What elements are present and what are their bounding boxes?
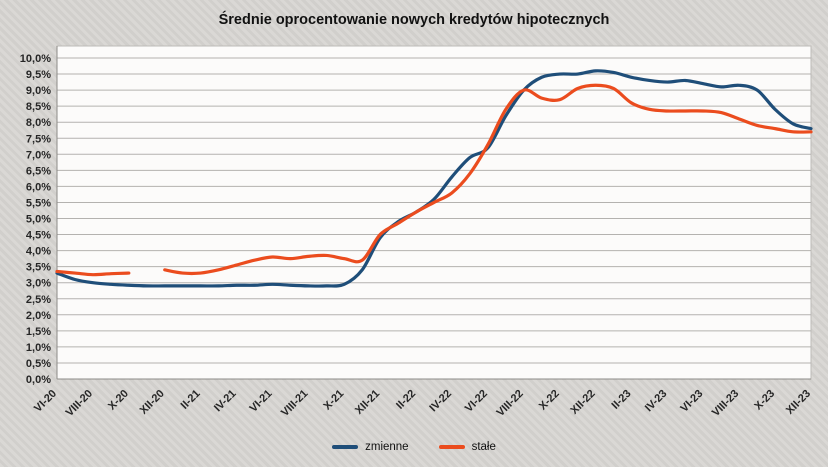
y-tick-label: 4,5% [26, 230, 51, 242]
y-tick-label: 3,0% [26, 278, 51, 290]
x-tick-label: XII-20 [138, 388, 167, 417]
y-tick-label: 6,5% [26, 165, 51, 177]
y-tick-label: 6,0% [26, 181, 51, 193]
y-tick-label: 0,5% [26, 358, 51, 370]
x-tick-label: IV-23 [643, 388, 670, 415]
x-tick-label: XII-21 [353, 388, 382, 417]
x-tick-label: VIII-20 [64, 388, 95, 419]
y-tick-label: 0,0% [26, 374, 51, 386]
x-tick-label: II-22 [394, 388, 418, 412]
legend-item-stale: stałe [438, 441, 496, 453]
y-tick-label: 8,5% [26, 101, 51, 113]
x-tick-label: X-22 [537, 388, 562, 413]
y-tick-label: 10,0% [20, 53, 51, 65]
y-tick-label: 9,0% [26, 85, 51, 97]
y-tick-label: 5,0% [26, 214, 51, 226]
y-tick-label: 3,5% [26, 262, 51, 274]
y-tick-label: 9,5% [26, 69, 51, 81]
y-tick-label: 8,0% [26, 117, 51, 129]
x-tick-label: X-23 [752, 388, 777, 413]
y-tick-label: 7,0% [26, 149, 51, 161]
legend-label-zmienne: zmienne [365, 441, 409, 453]
x-tick-label: VI-20 [32, 388, 59, 415]
y-tick-label: 2,0% [26, 310, 51, 322]
x-tick-label: XII-22 [568, 388, 597, 417]
y-tick-label: 5,5% [26, 197, 51, 209]
line-chart: 0,0% 0,5% 1,0% 1,5% 2,0% 2,5% 3,0% 3,5% 4,0% 4,5%… [0, 34, 828, 439]
series-line-zmienne [55, 69, 813, 288]
x-tick-label: VIII-22 [494, 388, 525, 419]
y-tick-label: 7,5% [26, 133, 51, 145]
y-tick-label: 1,5% [26, 326, 51, 338]
x-tick-label: VIII-23 [710, 388, 741, 419]
x-tick-label: X-21 [321, 388, 346, 413]
x-tick-label: II-21 [179, 388, 203, 412]
series-line-stałe [55, 269, 131, 277]
legend-item-zmienne: zmienne [332, 441, 409, 453]
y-tick-label: 4,0% [26, 246, 51, 258]
plot-area [56, 45, 812, 380]
x-tick-label: VI-23 [678, 388, 705, 415]
legend-label-stale: stałe [471, 441, 496, 453]
x-tick-label: VI-22 [463, 388, 490, 415]
chart-svg: 0,0% 0,5% 1,0% 1,5% 2,0% 2,5% 3,0% 3,5% 4,0% 4,5%… [20, 45, 813, 419]
chart-title: Średnie oprocentowanie nowych kredytów h… [218, 12, 610, 28]
chart-legend: zmienne stałe [0, 441, 828, 453]
x-tick-label: X-20 [106, 388, 131, 413]
x-tick-label: IV-22 [427, 388, 454, 415]
y-tick-label: 2,5% [26, 294, 51, 306]
y-tick-label: 1,0% [26, 342, 51, 354]
x-tick-label: II-23 [610, 388, 634, 412]
x-tick-label: VI-21 [247, 388, 274, 415]
series-line-stałe [163, 83, 813, 276]
legend-line-zmienne [332, 445, 359, 449]
x-tick-label: XII-23 [784, 388, 813, 417]
x-tick-label: VIII-21 [279, 388, 310, 419]
legend-line-stale [438, 445, 465, 449]
x-tick-label: IV-21 [212, 388, 239, 415]
